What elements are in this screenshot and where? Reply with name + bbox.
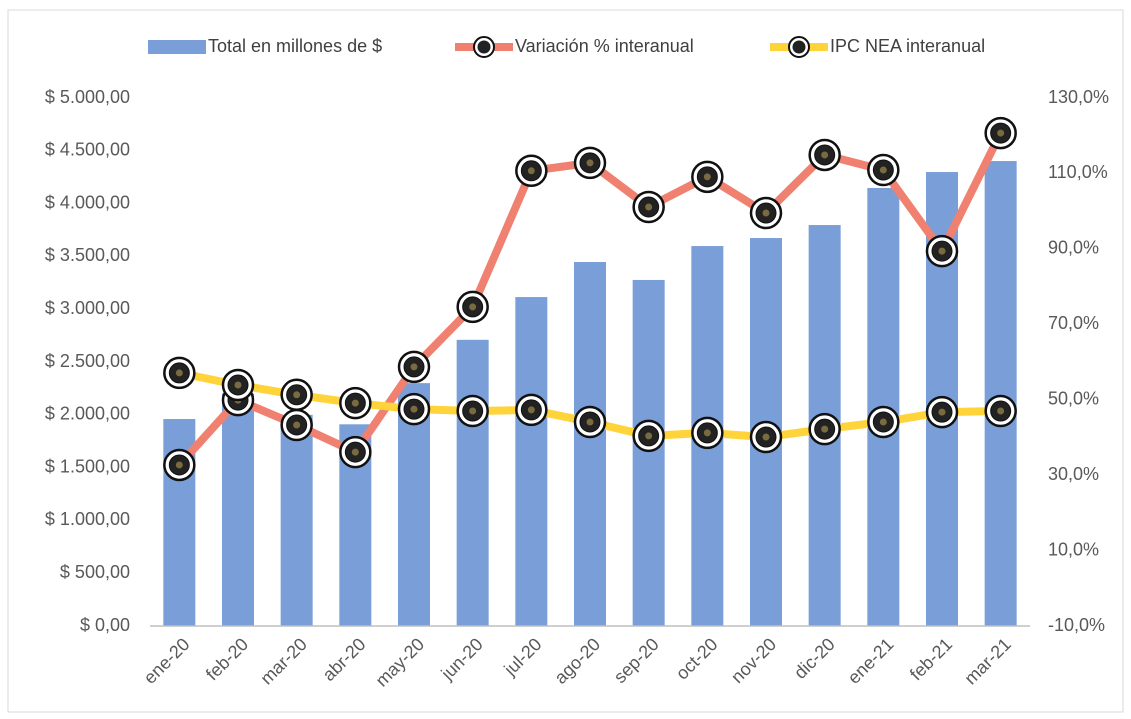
marker (867, 153, 900, 187)
marker (456, 290, 489, 324)
y-tick-label: $ 3.000,00 (45, 298, 130, 318)
marker (691, 416, 724, 450)
marker-dot (762, 209, 770, 217)
marker (573, 146, 607, 180)
marker-dot (293, 421, 301, 429)
marker (867, 405, 900, 439)
marker (984, 116, 1017, 150)
marker-dot (293, 391, 301, 399)
marker (280, 378, 313, 412)
marker (632, 190, 665, 224)
y-tick-label: $ 4.500,00 (45, 140, 130, 160)
marker-dot (645, 203, 653, 211)
marker (163, 448, 196, 482)
marker (691, 160, 724, 194)
marker (221, 368, 255, 402)
marker (808, 412, 841, 446)
y2-tick-label: 10,0% (1048, 539, 1099, 559)
legend-marker-inner (792, 40, 806, 54)
marker-dot (879, 166, 887, 174)
legend-label: Variación % interanual (515, 36, 694, 56)
y2-tick-label: 110,0% (1048, 162, 1108, 182)
marker-dot (703, 173, 711, 181)
marker-dot (469, 303, 477, 311)
marker (397, 350, 431, 384)
y2-tick-label: 30,0% (1048, 464, 1099, 484)
y2-tick-label: 70,0% (1048, 313, 1099, 333)
marker (339, 386, 372, 420)
y-tick-label: $ 1.000,00 (45, 509, 130, 529)
marker (808, 138, 841, 172)
marker (632, 419, 665, 453)
marker-dot (351, 399, 359, 407)
marker-dot (703, 429, 711, 437)
marker (925, 234, 959, 268)
marker (339, 435, 372, 469)
marker (573, 405, 607, 439)
marker (456, 394, 489, 428)
bar (456, 339, 489, 626)
bar (515, 297, 548, 626)
marker (925, 395, 959, 429)
marker-dot (527, 406, 535, 414)
marker-dot (586, 159, 594, 167)
bar (632, 279, 665, 626)
marker-dot (175, 461, 183, 469)
marker (749, 196, 783, 230)
legend-label: IPC NEA interanual (830, 36, 985, 56)
marker (397, 392, 431, 426)
legend: Total en millones de $ Variación % intera… (148, 36, 985, 58)
marker (163, 356, 196, 390)
marker-dot (762, 433, 770, 441)
marker-dot (469, 407, 477, 415)
marker-dot (997, 407, 1005, 415)
y2-tick-label: -10,0% (1048, 615, 1105, 635)
marker-dot (234, 381, 242, 389)
y-tick-label: $ 4.000,00 (45, 192, 130, 212)
marker (749, 420, 783, 454)
marker-dot (351, 448, 359, 456)
legend-label: Total en millones de $ (208, 36, 382, 56)
y2-tick-label: 50,0% (1048, 388, 1099, 408)
legend-marker-inner (477, 40, 491, 54)
y-tick-label: $ 1.500,00 (45, 456, 130, 476)
marker-dot (997, 129, 1005, 137)
bar (222, 393, 254, 626)
marker-dot (410, 405, 418, 413)
marker-dot (938, 408, 946, 416)
marker (280, 408, 313, 442)
bar (984, 161, 1017, 626)
y-tick-label: $ 2.000,00 (45, 404, 130, 424)
y2-tick-label: 90,0% (1048, 238, 1099, 258)
marker-dot (586, 418, 594, 426)
marker-dot (645, 432, 653, 440)
bar (574, 261, 606, 626)
y-tick-label: $ 5.000,00 (45, 87, 130, 107)
marker-dot (175, 369, 183, 377)
y-tick-label: $ 500,00 (60, 562, 130, 582)
marker-dot (879, 418, 887, 426)
y-tick-label: $ 2.500,00 (45, 351, 130, 371)
marker-dot (938, 247, 946, 255)
marker-dot (821, 151, 829, 159)
y-tick-label: $ 3.500,00 (45, 245, 130, 265)
legend-swatch (148, 40, 206, 54)
marker-dot (410, 363, 418, 371)
y-tick-label: $ 0,00 (80, 615, 130, 635)
marker-dot (527, 167, 535, 175)
marker (984, 394, 1017, 428)
bar (280, 414, 313, 626)
y2-tick-label: 130,0% (1048, 87, 1109, 107)
marker-dot (821, 425, 829, 433)
marker (515, 393, 548, 427)
marker (515, 154, 548, 188)
